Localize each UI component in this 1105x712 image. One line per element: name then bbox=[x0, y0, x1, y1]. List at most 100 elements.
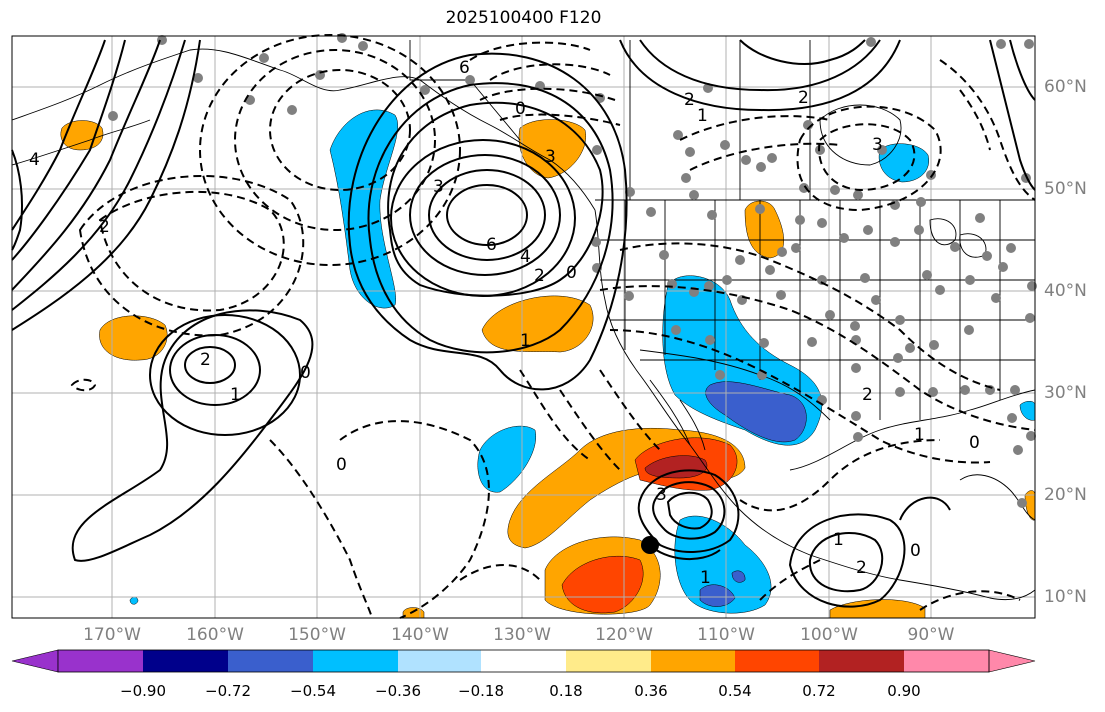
high-center-contour-6 bbox=[446, 184, 528, 246]
north-east-dashed bbox=[679, 115, 841, 171]
contour-label: 0 bbox=[969, 433, 980, 453]
lon-label: 160°W bbox=[186, 625, 244, 645]
colorbar bbox=[11, 649, 1036, 673]
north-central-contours bbox=[619, 39, 901, 112]
colorbar-segment bbox=[481, 650, 566, 672]
lon-label: 130°W bbox=[493, 625, 551, 645]
canada-lows bbox=[796, 105, 942, 212]
colorbar-tick-label: 0.54 bbox=[718, 682, 752, 700]
contour-label: 2 bbox=[862, 385, 873, 405]
subtropical-high-1 bbox=[149, 314, 301, 436]
mexico-low-contours bbox=[637, 469, 740, 561]
orange-shade-montana bbox=[744, 200, 784, 259]
contour-label: 2 bbox=[684, 90, 695, 110]
dashed-contours bbox=[70, 34, 1036, 619]
hudson-bay bbox=[819, 104, 902, 166]
red-shade-southwest-pacific bbox=[561, 556, 644, 614]
contour-label: 0 bbox=[336, 455, 347, 475]
lon-label: 170°W bbox=[83, 625, 141, 645]
southern-dashed bbox=[269, 420, 541, 619]
central-america-contours bbox=[788, 496, 951, 608]
darkblue-shade-small bbox=[731, 570, 746, 583]
west-edge-contours bbox=[11, 39, 201, 331]
lat-label: 50°N bbox=[1044, 179, 1087, 199]
lon-label: 140°W bbox=[391, 625, 449, 645]
colorbar-border bbox=[57, 649, 990, 673]
map-title: 2025100400 F120 bbox=[445, 8, 602, 28]
contour-labels: 6 0 2 3 1 6 4 2 0 1 2 3 2 4 2 3 1 0 2 1 … bbox=[29, 58, 980, 588]
high-outer-contour-2 bbox=[387, 101, 604, 297]
gulf-coast bbox=[789, 389, 1036, 471]
contour-label: 4 bbox=[520, 247, 531, 267]
low-alaska-contour-inner bbox=[269, 69, 411, 191]
contour-label: 2 bbox=[99, 217, 110, 237]
contour-label: 1 bbox=[833, 530, 844, 550]
contour-label: 1 bbox=[700, 568, 711, 588]
contour-label: 0 bbox=[566, 263, 577, 283]
solid-contours bbox=[11, 39, 1036, 608]
blue-shade-tiny bbox=[129, 596, 139, 605]
lat-label: 10°N bbox=[1044, 587, 1087, 607]
contour-label: 2 bbox=[200, 350, 211, 370]
storm-center-marker bbox=[641, 536, 659, 554]
colorbar-segment bbox=[313, 650, 398, 672]
colorbar-segment bbox=[566, 650, 651, 672]
low-alaska-contour-mid bbox=[234, 49, 436, 231]
colorbar-tick-label: −0.90 bbox=[120, 682, 166, 700]
colorbar-segment bbox=[398, 650, 481, 672]
high-center-contour-5 bbox=[428, 169, 546, 261]
lon-label: 100°W bbox=[800, 625, 858, 645]
contour-label: 2 bbox=[856, 558, 867, 578]
lon-label: 120°W bbox=[595, 625, 653, 645]
colorbar-tick-label: −0.54 bbox=[290, 682, 336, 700]
orange-shade-small-south bbox=[402, 607, 425, 619]
orange-shade-alaska bbox=[60, 120, 104, 151]
colorbar-tick-label: −0.36 bbox=[375, 682, 421, 700]
alaska-canada-border bbox=[409, 40, 470, 81]
alaska-coast bbox=[11, 48, 596, 211]
colorbar-tick-label: −0.18 bbox=[458, 682, 504, 700]
east-edge-contours bbox=[989, 39, 1036, 191]
colorbar-tick-label: 0.72 bbox=[802, 682, 836, 700]
colorbar-segment bbox=[651, 650, 735, 672]
southeast-dashed bbox=[599, 242, 1036, 464]
lat-label: 30°N bbox=[1044, 383, 1087, 403]
lon-label: 90°W bbox=[907, 625, 955, 645]
colorbar-tick-label: −0.72 bbox=[205, 682, 251, 700]
orange-shade-hawaii-north bbox=[99, 315, 168, 361]
subtropical-high-3 bbox=[184, 346, 236, 384]
contour-label: 2 bbox=[798, 88, 809, 108]
station-dots bbox=[108, 33, 1037, 508]
contour-label: 0 bbox=[910, 541, 921, 561]
contour-label: 3 bbox=[433, 177, 444, 197]
colorbar-tick-label: 0.90 bbox=[887, 682, 921, 700]
lon-label: 150°W bbox=[288, 625, 346, 645]
contour-label: 0 bbox=[300, 363, 311, 383]
colorbar-tick-label: 0.18 bbox=[549, 682, 583, 700]
contour-label: 2 bbox=[534, 266, 545, 286]
colorbar-segment bbox=[735, 650, 819, 672]
lat-label: 40°N bbox=[1044, 281, 1087, 301]
blue-shade-pacific bbox=[477, 425, 537, 493]
high-center-contour-4 bbox=[409, 154, 561, 276]
darkblue-shade-southwest-us bbox=[705, 381, 807, 443]
shaded-anomalies bbox=[60, 109, 1036, 619]
lat-label: 60°N bbox=[1044, 77, 1087, 97]
blue-shade-central-america-west bbox=[674, 515, 772, 614]
contour-label: 6 bbox=[459, 58, 470, 78]
west-coast-dashed bbox=[519, 369, 661, 471]
graticule bbox=[12, 36, 1035, 618]
blue-shade-canada-east bbox=[878, 143, 930, 183]
low-alaska-contour-outer bbox=[199, 34, 461, 266]
aleutian-chain bbox=[11, 119, 151, 166]
contour-label: 6 bbox=[486, 235, 497, 255]
west-pacific-low bbox=[78, 175, 305, 337]
contour-label: 1 bbox=[520, 331, 531, 351]
lat-label: 20°N bbox=[1044, 485, 1087, 505]
hawaii-loop bbox=[70, 378, 97, 392]
colorbar-high-extension bbox=[988, 649, 1036, 673]
contour-label: 3 bbox=[545, 147, 556, 167]
west-coast bbox=[594, 209, 1036, 601]
colorbar-segment bbox=[904, 650, 989, 672]
contour-label: 1 bbox=[230, 385, 241, 405]
